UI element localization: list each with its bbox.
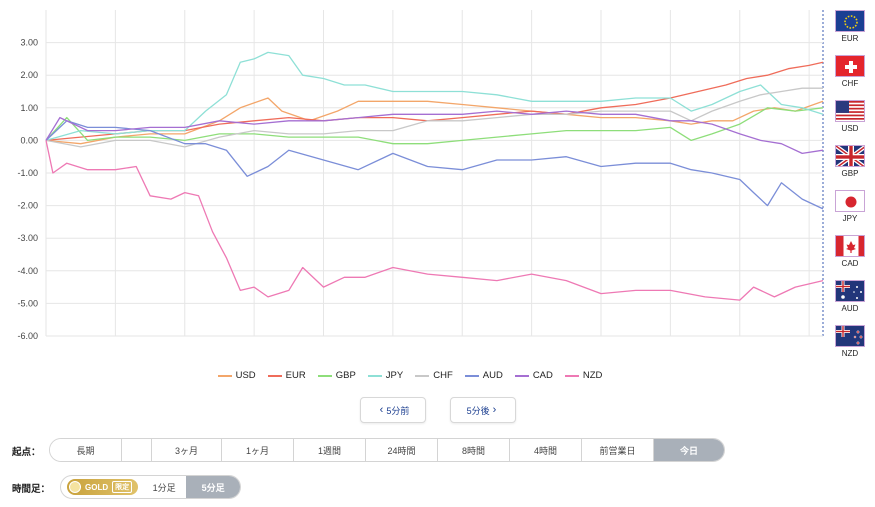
series-line-eur: [45, 61, 824, 142]
legend-eur[interactable]: EUR: [267, 370, 306, 381]
timeframe-row-label: 時間足：: [12, 484, 51, 495]
legend-swatch: [317, 374, 332, 377]
legend-swatch: [564, 374, 579, 377]
legend-usd[interactable]: USD: [217, 370, 256, 381]
range-selector: 長期 3ヶ月 1ヶ月 1週間 24時間 8時間 4時間 前営業日 今日: [49, 438, 725, 462]
y-tick-label: 3.00: [20, 38, 38, 48]
swiss-flag-icon: [835, 55, 865, 77]
series-line-chf: [45, 87, 823, 148]
flag-nzd[interactable]: NZD: [828, 325, 872, 370]
legend-label: EUR: [285, 370, 306, 381]
range-row-label: 起点：: [12, 447, 41, 458]
flag-label: AUD: [841, 304, 859, 313]
uk-flag-icon: [835, 145, 865, 167]
legend-label: NZD: [582, 370, 603, 381]
legend-nzd[interactable]: NZD: [564, 370, 603, 381]
series-line-cad: [45, 110, 824, 155]
legend-swatch: [367, 374, 382, 377]
us-flag-icon: [835, 100, 865, 122]
gold-label: GOLD: [85, 482, 109, 492]
y-tick-label: -3.00: [17, 233, 38, 243]
chevron-right-icon: ›: [492, 404, 497, 416]
flag-label: EUR: [841, 34, 859, 43]
flag-jpy[interactable]: JPY: [828, 190, 872, 235]
flag-label: JPY: [842, 214, 858, 223]
y-tick-label: -5.00: [17, 298, 38, 308]
flag-aud[interactable]: AUD: [828, 280, 872, 325]
australia-flag-icon: [835, 280, 865, 302]
timeframe-option-1min[interactable]: 1分足: [142, 476, 187, 498]
flag-label: CHF: [841, 79, 859, 88]
range-option-1m[interactable]: 1ヶ月: [222, 439, 294, 461]
range-divider: [122, 439, 152, 461]
series-line-aud: [45, 120, 824, 210]
range-option-3m[interactable]: 3ヶ月: [152, 439, 222, 461]
range-option-today[interactable]: 今日: [654, 439, 724, 461]
y-tick-label: 0.00: [20, 135, 38, 145]
flag-label: CAD: [841, 259, 859, 268]
chart-grid: [45, 10, 824, 337]
legend-cad[interactable]: CAD: [514, 370, 553, 381]
range-option-8h[interactable]: 8時間: [438, 439, 510, 461]
chevron-left-icon: ‹: [379, 404, 384, 416]
eu-flag-icon: [835, 10, 865, 32]
canada-flag-icon: [835, 235, 865, 257]
chart-series: [45, 51, 824, 301]
gold-coin-icon: [69, 481, 81, 493]
japan-flag-icon: [835, 190, 865, 212]
legend-aud[interactable]: AUD: [464, 370, 503, 381]
legend-label: GBP: [335, 370, 356, 381]
flag-usd[interactable]: USD: [828, 100, 872, 145]
flag-chf[interactable]: CHF: [828, 55, 872, 100]
chart-legend: USD EUR GBP JPY CHF AUD CAD NZD: [0, 370, 820, 381]
prev-5min-label: 5分前: [386, 405, 410, 416]
legend-chf[interactable]: CHF: [415, 370, 453, 381]
legend-label: USD: [235, 370, 256, 381]
timeframe-option-5min[interactable]: 5分足: [186, 476, 241, 498]
y-tick-label: 2.00: [20, 70, 38, 80]
legend-swatch: [464, 374, 479, 377]
series-line-gbp: [45, 107, 824, 145]
flag-label: GBP: [841, 169, 859, 178]
flag-gbp[interactable]: GBP: [828, 145, 872, 190]
range-option-prev-day[interactable]: 前営業日: [582, 439, 654, 461]
flag-label: NZD: [841, 349, 859, 358]
gold-limited-badge: 限定: [112, 481, 133, 493]
legend-label: CHF: [433, 370, 453, 381]
legend-label: JPY: [385, 370, 404, 381]
legend-gbp[interactable]: GBP: [317, 370, 356, 381]
series-line-jpy: [45, 51, 824, 142]
timeframe-selector: GOLD 限定 1分足 5分足: [60, 475, 242, 499]
legend-label: CAD: [532, 370, 553, 381]
range-option-1w[interactable]: 1週間: [294, 439, 366, 461]
next-5min-button[interactable]: 5分後 ›: [450, 397, 516, 423]
y-tick-label: -2.00: [17, 201, 38, 211]
range-option-24h[interactable]: 24時間: [366, 439, 438, 461]
gold-badge: GOLD 限定: [67, 479, 139, 495]
legend-jpy[interactable]: JPY: [367, 370, 404, 381]
legend-label: AUD: [482, 370, 503, 381]
y-tick-label: -4.00: [17, 266, 38, 276]
prev-5min-button[interactable]: ‹ 5分前: [360, 397, 426, 423]
legend-swatch: [217, 374, 232, 377]
flag-eur[interactable]: EUR: [828, 10, 872, 55]
y-axis-ticks: 3.00 2.00 1.00 0.00 -1.00 -2.00 -3.00 -4.00 -5.0…: [17, 38, 38, 341]
legend-swatch: [415, 374, 430, 377]
legend-swatch: [514, 374, 529, 377]
currency-strength-chart: 3.00 2.00 1.00 0.00 -1.00 -2.00 -3.00 -4.00 -5.0…: [17, 10, 824, 341]
legend-swatch: [267, 374, 282, 377]
series-line-nzd: [45, 140, 824, 301]
next-5min-label: 5分後: [466, 405, 490, 416]
y-tick-label: 1.00: [20, 103, 38, 113]
y-tick-label: -6.00: [17, 331, 38, 341]
new-zealand-flag-icon: [835, 325, 865, 347]
range-option-4h[interactable]: 4時間: [510, 439, 582, 461]
y-tick-label: -1.00: [17, 168, 38, 178]
flag-cad[interactable]: CAD: [828, 235, 872, 280]
flag-label: USD: [841, 124, 859, 133]
range-option-long[interactable]: 長期: [50, 439, 122, 461]
